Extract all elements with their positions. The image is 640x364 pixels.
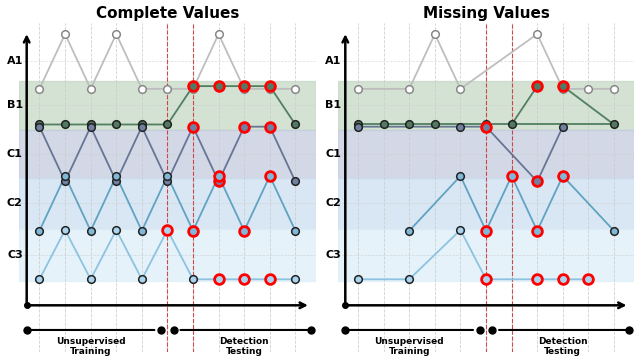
- Text: C1: C1: [326, 149, 342, 159]
- Text: C3: C3: [7, 250, 23, 260]
- Text: Unsupervised
Training: Unsupervised Training: [374, 337, 444, 356]
- Text: Detection
Testing: Detection Testing: [220, 337, 269, 356]
- Bar: [19, 178, 316, 229]
- Bar: [338, 178, 634, 229]
- Bar: [19, 130, 316, 178]
- Text: A1: A1: [325, 56, 342, 67]
- Bar: [338, 229, 634, 281]
- Title: Complete Values: Complete Values: [96, 5, 239, 20]
- Text: Detection
Testing: Detection Testing: [538, 337, 588, 356]
- Text: B1: B1: [7, 100, 23, 110]
- Bar: [338, 81, 634, 130]
- Bar: [19, 229, 316, 281]
- Text: C3: C3: [326, 250, 342, 260]
- Title: Missing Values: Missing Values: [422, 5, 550, 20]
- Bar: [338, 130, 634, 178]
- Text: C1: C1: [7, 149, 23, 159]
- Text: A1: A1: [6, 56, 23, 67]
- Text: C2: C2: [326, 198, 342, 209]
- Text: C2: C2: [7, 198, 23, 209]
- Text: B1: B1: [325, 100, 342, 110]
- Text: Unsupervised
Training: Unsupervised Training: [56, 337, 125, 356]
- Bar: [19, 81, 316, 130]
